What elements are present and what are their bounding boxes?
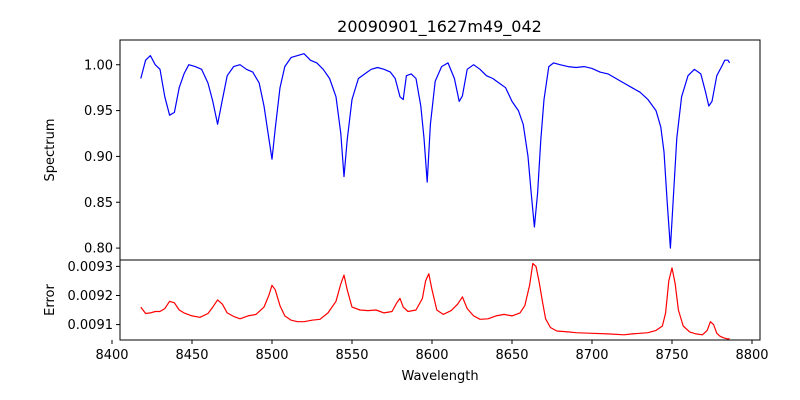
- error-y-ticks: 0.0091 0.0092 0.0093: [68, 260, 120, 333]
- error-axes-frame: [119, 259, 761, 341]
- wavelength-x-tick-label: 8400: [95, 348, 128, 363]
- wavelength-x-tick-label: 8650: [495, 348, 528, 363]
- spectrum-y-tick-label: 0.95: [84, 104, 113, 119]
- spectrum-y-tick-label: 0.80: [84, 242, 113, 257]
- spectrum-y-axis-label: Spectrum: [43, 119, 58, 182]
- spectrum-y-tick-label: 0.90: [84, 150, 113, 165]
- spectrum-y-tick-label: 1.00: [84, 58, 113, 73]
- x-axis-label: Wavelength: [401, 369, 478, 384]
- error-y-tick-label: 0.0091: [68, 318, 114, 333]
- error-series-line: [140, 262, 730, 340]
- error-y-tick-label: 0.0093: [68, 260, 114, 275]
- wavelength-x-tick-label: 8500: [255, 348, 288, 363]
- error-y-axis-label: Error: [43, 284, 58, 316]
- wavelength-x-tick-label: 8550: [335, 348, 368, 363]
- spectrum-y-tick-label: 0.85: [84, 196, 113, 211]
- spectrum-y-ticks: 0.80 0.85 0.90 0.95 1.00: [84, 58, 120, 257]
- wavelength-x-tick-label: 8600: [415, 348, 448, 363]
- spectrum-series-line: [140, 53, 731, 249]
- wavelength-x-ticks: 8400 8450 8500 8550 8600 8650 8700 8750 8800: [95, 340, 769, 363]
- wavelength-x-tick-label: 8450: [175, 348, 208, 363]
- error-y-tick-label: 0.0092: [68, 289, 114, 304]
- wavelength-x-tick-label: 8750: [655, 348, 688, 363]
- wavelength-x-tick-label: 8700: [575, 348, 608, 363]
- wavelength-x-tick-label: 8800: [735, 348, 768, 363]
- spectrum-panel: 0.80 0.85 0.90 0.95 1.00 Spectrum: [43, 39, 761, 261]
- chart-title: 20090901_1627m49_042: [337, 17, 542, 37]
